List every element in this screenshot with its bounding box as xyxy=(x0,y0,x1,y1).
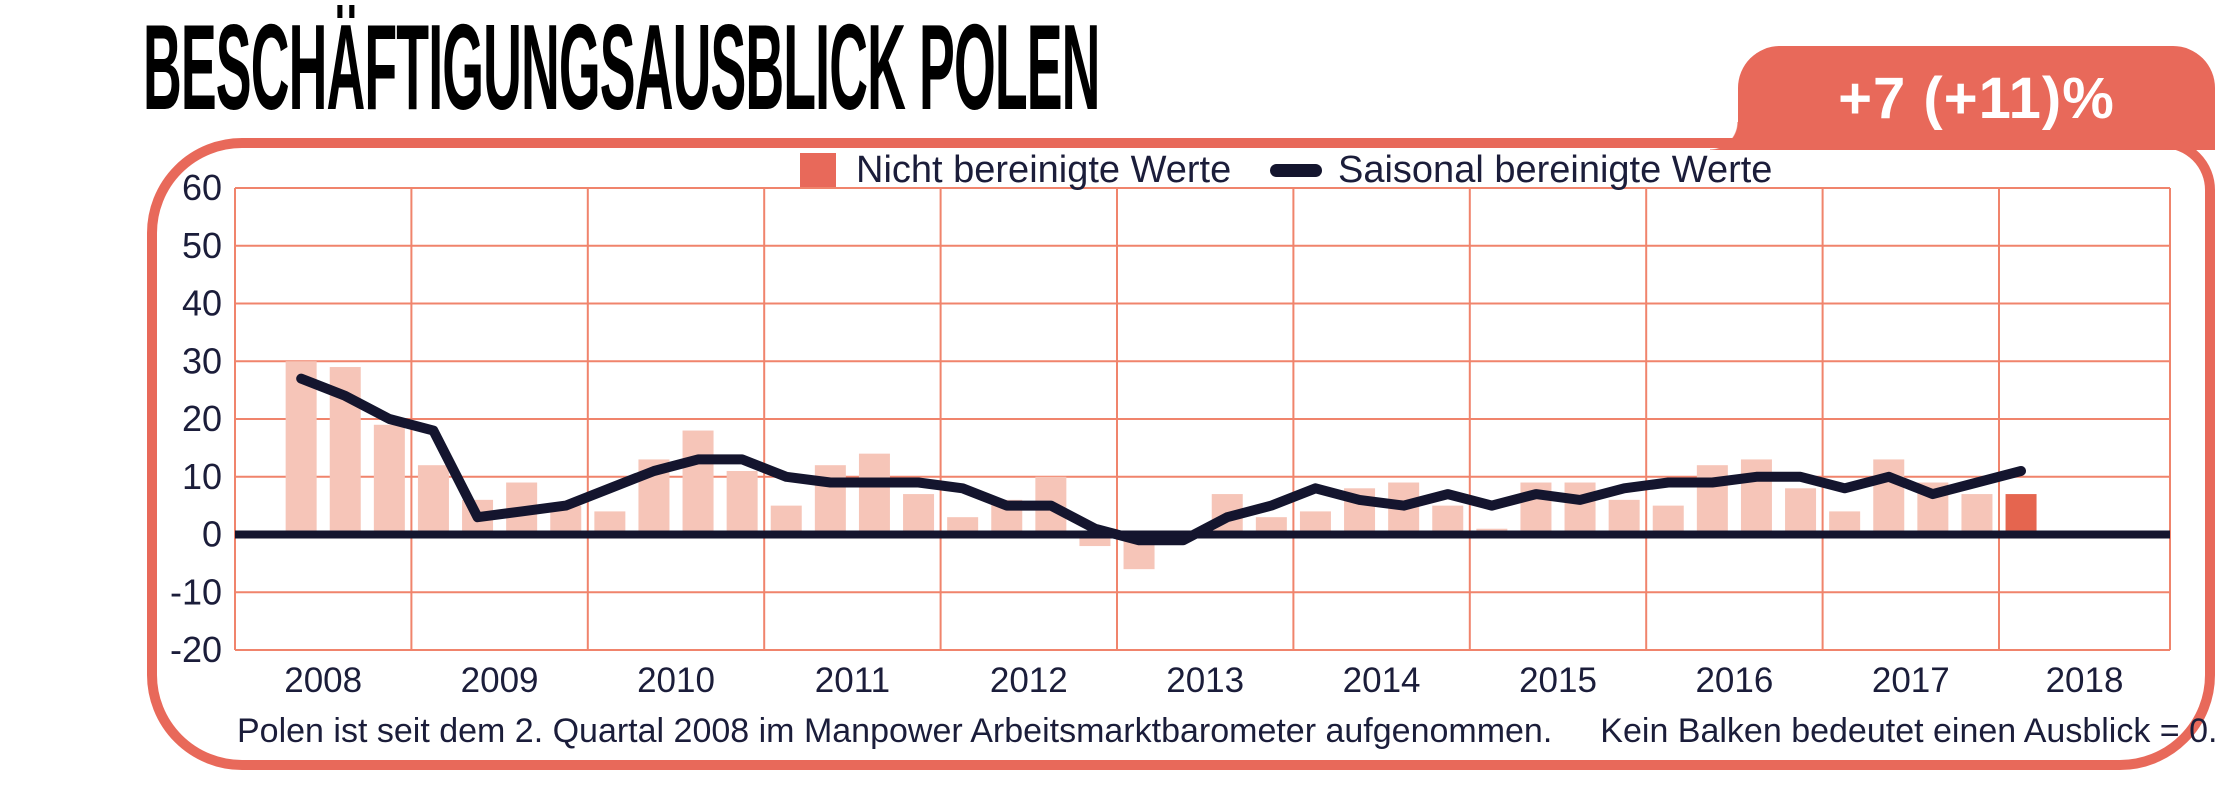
x-tick-label-2008: 2008 xyxy=(284,661,362,700)
bar-2016-Q2 xyxy=(1696,465,1728,535)
footnote: Polen ist seit dem 2. Quartal 2008 im Ma… xyxy=(237,712,2217,751)
bar-2015-Q3 xyxy=(1564,482,1596,535)
bar-2008-Q2 xyxy=(285,361,317,535)
bar-2016-Q4 xyxy=(1785,488,1817,535)
bar-2015-Q4 xyxy=(1608,499,1640,535)
bar-2014-Q4 xyxy=(1432,505,1464,535)
bar-2016-Q3 xyxy=(1740,459,1772,535)
legend-item-seasonally-adjusted: Saisonal bereinigte Werte xyxy=(1270,148,1772,192)
bar-2013-Q4 xyxy=(1255,517,1287,535)
bar-2011-Q1 xyxy=(770,505,802,535)
y-tick-label-40: 40 xyxy=(182,283,222,324)
bar-2011-Q3 xyxy=(858,453,890,535)
bar-2010-Q1 xyxy=(594,511,626,535)
bar-2017-Q2 xyxy=(1873,459,1905,535)
bar-2010-Q4 xyxy=(726,470,758,535)
y-tick-label--10: -10 xyxy=(170,571,222,612)
bar-2012-Q4 xyxy=(1079,534,1111,547)
bar-2017-Q4 xyxy=(1961,494,1993,535)
bar-2011-Q4 xyxy=(903,494,935,535)
x-tick-label-2012: 2012 xyxy=(990,661,1068,700)
bar-2018-Q1 xyxy=(2005,494,2037,535)
x-tick-label-2018: 2018 xyxy=(2046,661,2124,700)
footnote-zero-note: Kein Balken bedeutet einen Ausblick = 0. xyxy=(1600,712,2218,750)
x-tick-label-2014: 2014 xyxy=(1343,661,1421,700)
x-tick-label-2009: 2009 xyxy=(461,661,539,700)
bar-2016-Q1 xyxy=(1652,505,1684,535)
y-tick-label-30: 30 xyxy=(182,340,222,381)
footnote-inclusion-note: Polen ist seit dem 2. Quartal 2008 im Ma… xyxy=(237,712,1553,750)
bar-2011-Q2 xyxy=(814,465,846,535)
y-tick-label-50: 50 xyxy=(182,225,222,266)
seasonally-adjusted-trend-line xyxy=(296,373,2026,546)
y-tick-label--20: -20 xyxy=(170,629,222,670)
bar-2017-Q1 xyxy=(1829,511,1861,535)
legend-label-seasonally-adjusted: Saisonal bereinigte Werte xyxy=(1338,148,1773,191)
net-outlook-badge: +7 (+11)% xyxy=(1710,46,2215,150)
unadjusted-bar-swatch-icon xyxy=(800,153,836,187)
x-tick-label-2015: 2015 xyxy=(1519,661,1597,700)
y-tick-label-10: 10 xyxy=(182,456,222,497)
bar-2008-Q4 xyxy=(373,424,405,535)
bar-2012-Q1 xyxy=(947,517,979,535)
y-tick-label-20: 20 xyxy=(182,398,222,439)
bar-2014-Q1 xyxy=(1299,511,1331,535)
x-tick-label-2013: 2013 xyxy=(1166,661,1244,700)
bar-2009-Q1 xyxy=(417,465,449,535)
x-tick-label-2016: 2016 xyxy=(1695,661,1773,700)
y-tick-label-60: 60 xyxy=(182,167,222,208)
x-tick-label-2010: 2010 xyxy=(637,661,715,700)
legend-label-unadjusted: Nicht bereinigte Werte xyxy=(856,148,1232,191)
y-tick-label-0: 0 xyxy=(202,514,222,555)
net-outlook-badge-value: +7 (+11)% xyxy=(1838,65,2115,131)
bar-2010-Q3 xyxy=(682,430,714,535)
page-title: BESCHÄFTIGUNGSAUSBLICK POLEN xyxy=(143,0,1100,135)
x-tick-label-2011: 2011 xyxy=(815,661,890,700)
legend-item-unadjusted: Nicht bereinigte Werte xyxy=(800,148,1231,192)
seasonally-adjusted-line-swatch-icon xyxy=(1270,163,1322,177)
x-tick-label-2017: 2017 xyxy=(1872,661,1950,700)
